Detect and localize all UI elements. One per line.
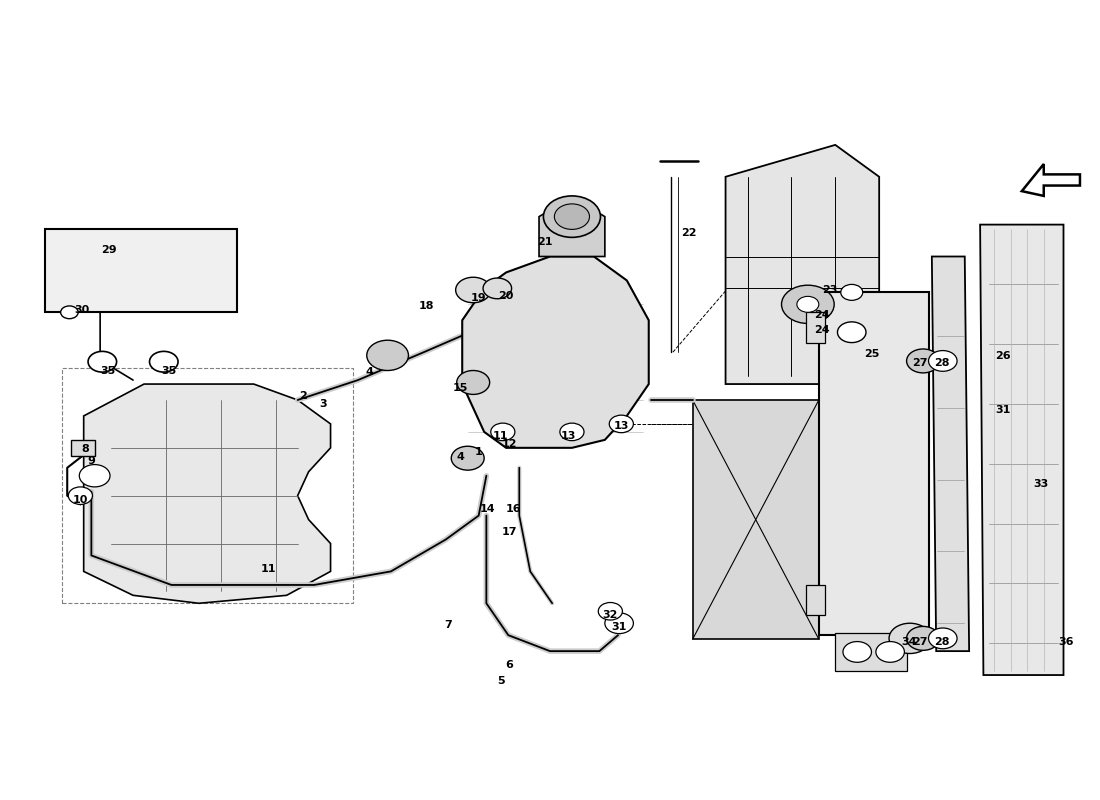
Text: 15: 15 xyxy=(452,383,468,393)
Circle shape xyxy=(906,349,939,373)
Polygon shape xyxy=(980,225,1064,675)
Circle shape xyxy=(837,322,866,342)
Text: 25: 25 xyxy=(864,349,879,358)
Polygon shape xyxy=(539,197,605,257)
Circle shape xyxy=(876,642,904,662)
Text: 33: 33 xyxy=(1033,478,1048,489)
Circle shape xyxy=(796,296,818,312)
Text: 17: 17 xyxy=(502,526,517,537)
Circle shape xyxy=(491,423,515,441)
Bar xyxy=(805,585,825,615)
Text: 27: 27 xyxy=(912,637,927,646)
Text: 6: 6 xyxy=(506,660,514,670)
Bar xyxy=(818,292,928,635)
Text: 11: 11 xyxy=(493,431,508,441)
Text: 4: 4 xyxy=(456,452,464,462)
Circle shape xyxy=(843,642,871,662)
Circle shape xyxy=(483,278,512,298)
Circle shape xyxy=(68,487,92,505)
Circle shape xyxy=(554,204,590,230)
Text: 1: 1 xyxy=(475,447,483,457)
Polygon shape xyxy=(1022,164,1080,196)
Polygon shape xyxy=(726,145,879,384)
Text: 26: 26 xyxy=(996,351,1011,361)
Circle shape xyxy=(560,423,584,441)
Text: 13: 13 xyxy=(614,421,629,430)
Circle shape xyxy=(150,351,178,372)
Circle shape xyxy=(928,628,957,649)
Polygon shape xyxy=(462,257,649,448)
Text: 16: 16 xyxy=(506,504,521,514)
Bar xyxy=(70,440,95,456)
Text: 10: 10 xyxy=(73,494,88,505)
Circle shape xyxy=(889,623,931,654)
Text: 11: 11 xyxy=(261,564,276,574)
Bar xyxy=(45,229,238,312)
Polygon shape xyxy=(932,257,969,651)
Text: 9: 9 xyxy=(87,456,96,466)
Text: 28: 28 xyxy=(934,637,949,646)
Text: 18: 18 xyxy=(418,301,433,311)
Text: 4: 4 xyxy=(365,367,373,377)
Text: 27: 27 xyxy=(912,358,927,367)
Text: 5: 5 xyxy=(497,676,505,686)
Circle shape xyxy=(366,340,408,370)
Text: 31: 31 xyxy=(612,622,627,632)
Text: 22: 22 xyxy=(682,227,697,238)
Text: 23: 23 xyxy=(822,285,837,295)
Text: 20: 20 xyxy=(498,291,514,302)
Bar xyxy=(835,633,906,671)
Text: 12: 12 xyxy=(502,439,517,449)
Text: 2: 2 xyxy=(299,391,307,401)
Polygon shape xyxy=(693,400,818,639)
Text: 21: 21 xyxy=(537,237,552,247)
Text: 19: 19 xyxy=(471,293,486,303)
Circle shape xyxy=(840,285,862,300)
Circle shape xyxy=(543,196,601,238)
Circle shape xyxy=(456,370,490,394)
Text: 28: 28 xyxy=(934,358,949,367)
Text: 8: 8 xyxy=(81,445,89,454)
Text: 34: 34 xyxy=(901,637,916,646)
Circle shape xyxy=(598,602,623,620)
Circle shape xyxy=(906,626,939,650)
Circle shape xyxy=(88,351,117,372)
Text: 32: 32 xyxy=(603,610,618,620)
Bar xyxy=(805,312,825,342)
Circle shape xyxy=(781,286,834,323)
Text: 30: 30 xyxy=(74,305,89,315)
Circle shape xyxy=(455,278,491,302)
Text: 36: 36 xyxy=(1058,637,1074,646)
Circle shape xyxy=(451,446,484,470)
Text: 31: 31 xyxy=(996,406,1011,415)
Bar xyxy=(62,368,352,603)
Text: 14: 14 xyxy=(480,504,495,514)
Text: 24: 24 xyxy=(814,310,829,320)
Text: 3: 3 xyxy=(319,399,327,409)
Text: 24: 24 xyxy=(814,325,829,335)
Polygon shape xyxy=(84,384,331,603)
Circle shape xyxy=(609,415,634,433)
Circle shape xyxy=(605,613,634,634)
Circle shape xyxy=(60,306,78,318)
Text: 13: 13 xyxy=(561,431,576,441)
Text: 29: 29 xyxy=(101,245,117,255)
Circle shape xyxy=(79,465,110,487)
Text: 35: 35 xyxy=(100,366,116,375)
Text: 7: 7 xyxy=(444,620,452,630)
Text: 35: 35 xyxy=(162,366,177,375)
Circle shape xyxy=(928,350,957,371)
